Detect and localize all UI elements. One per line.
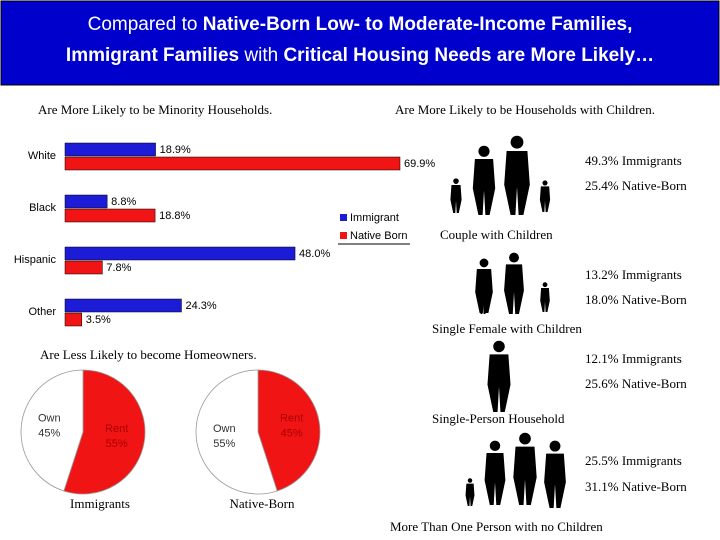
silhouette <box>478 145 490 157</box>
silhouette <box>513 446 537 505</box>
silhouette <box>484 453 506 505</box>
stat: 18.0% Native-Born <box>585 292 687 307</box>
value-label: 69.9% <box>404 158 435 170</box>
value-label: 3.5% <box>86 314 111 326</box>
bar <box>64 298 182 313</box>
pie-slice <box>63 369 146 495</box>
slice-value: 55% <box>213 438 235 450</box>
slice-label: Own <box>213 423 236 435</box>
stat: 13.2% Immigrants <box>585 267 682 282</box>
slice-label: Rent <box>105 423 128 435</box>
value-label: 18.9% <box>160 144 191 156</box>
bar <box>64 142 156 157</box>
stat: 49.3% Immigrants <box>585 153 682 168</box>
value-label: 7.8% <box>106 262 131 274</box>
title-part: Compared to <box>88 14 203 35</box>
silhouette <box>542 282 548 288</box>
silhouette <box>509 252 519 263</box>
value-label: 8.8% <box>111 196 136 208</box>
value-label: 24.3% <box>185 300 216 312</box>
bar <box>64 194 108 209</box>
stat: 25.4% Native-Born <box>585 178 687 193</box>
title-part: with <box>239 45 283 66</box>
silhouette <box>549 440 561 452</box>
silhouette <box>544 453 566 508</box>
stat: 31.1% Native-Born <box>585 479 687 494</box>
bar <box>64 260 103 275</box>
caption: Single-Person Household <box>432 411 565 426</box>
slice-value: 45% <box>281 428 303 440</box>
slice-value: 45% <box>38 428 60 440</box>
caption: More Than One Person with no Children <box>390 519 603 534</box>
bar <box>64 312 83 327</box>
silhouette <box>542 180 548 186</box>
silhouette <box>504 151 530 215</box>
silhouette <box>467 478 473 483</box>
pie-title: Native-Born <box>230 496 295 511</box>
silhouette <box>487 354 511 412</box>
category-label: White <box>28 150 56 162</box>
silhouette <box>519 432 531 445</box>
section-heading: Are More Likely to be Households with Ch… <box>395 102 655 117</box>
pie-slice <box>257 369 321 492</box>
title-line: Immigrant Families with Critical Housing… <box>66 45 654 66</box>
silhouette <box>450 185 462 213</box>
silhouette <box>480 284 486 290</box>
category-label: Other <box>28 306 56 318</box>
silhouette <box>453 178 459 184</box>
silhouette <box>479 258 489 268</box>
silhouette <box>478 290 488 314</box>
silhouette <box>493 340 505 353</box>
category-label: Black <box>29 202 56 214</box>
title-line: Compared to Native-Born Low- to Moderate… <box>88 14 633 35</box>
category-label: Hispanic <box>14 254 57 266</box>
chart-title: Are More Likely to be Minority Household… <box>38 102 272 117</box>
pie-slice <box>20 369 84 492</box>
stat: 25.5% Immigrants <box>585 453 682 468</box>
stat: 12.1% Immigrants <box>585 351 682 366</box>
bar <box>64 246 296 261</box>
silhouette <box>540 288 550 312</box>
legend-label: Immigrant <box>350 212 399 224</box>
silhouette <box>510 135 524 149</box>
slice-value: 55% <box>106 438 128 450</box>
legend-swatch <box>340 232 347 239</box>
bar <box>64 156 401 171</box>
legend-swatch <box>340 214 347 221</box>
legend-label: Native Born <box>350 230 407 242</box>
caption: Single Female with Children <box>432 321 582 336</box>
stat: 25.6% Native-Born <box>585 376 687 391</box>
silhouette <box>539 186 551 212</box>
silhouette <box>504 264 524 314</box>
title-part: Critical Housing Needs are More Likely… <box>283 45 654 66</box>
title-bar <box>0 0 720 86</box>
section-heading: Are Less Likely to become Homeowners. <box>40 347 257 362</box>
value-label: 18.8% <box>159 210 190 222</box>
title-part: Immigrant Families <box>66 45 239 66</box>
value-label: 48.0% <box>299 248 330 260</box>
silhouette <box>465 483 475 506</box>
silhouette <box>472 159 496 215</box>
pie-slice <box>195 369 278 495</box>
pie-title: Immigrants <box>70 496 130 511</box>
caption: Couple with Children <box>440 227 553 242</box>
slice-label: Rent <box>280 413 303 425</box>
silhouette <box>489 440 501 452</box>
bar <box>64 208 156 223</box>
title-part: Native-Born Low- to Moderate-Income Fami… <box>203 14 633 35</box>
slice-label: Own <box>38 413 61 425</box>
